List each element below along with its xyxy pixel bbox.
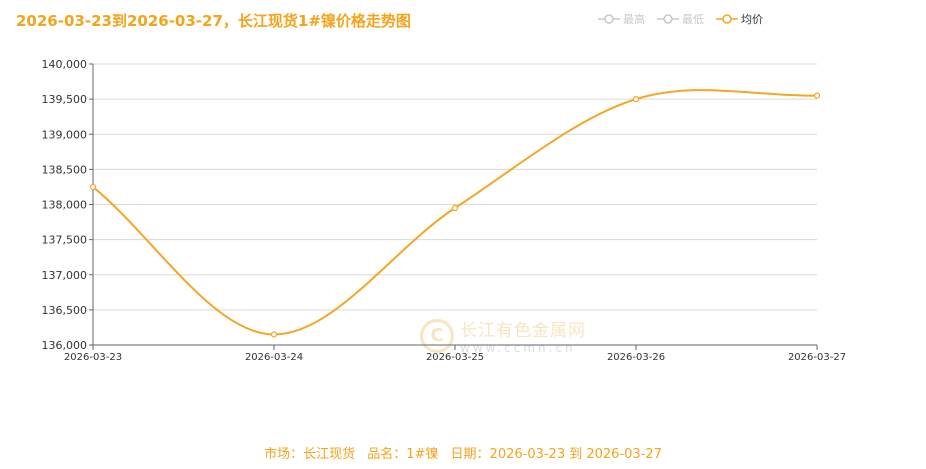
data-point — [813, 92, 821, 99]
footer-product: 品名：1#镍 — [367, 447, 439, 462]
footer-market: 市场：长江现货 — [264, 447, 356, 462]
legend-item-low[interactable]: 最低 — [657, 11, 704, 27]
y-tick-label: 137,500 — [42, 234, 88, 247]
x-tick-label: 2026-03-27 — [788, 352, 846, 363]
y-tick-label: 136,000 — [42, 339, 88, 352]
y-tick-label: 138,000 — [42, 199, 88, 212]
x-tick-label: 2026-03-26 — [607, 352, 665, 363]
y-tick-label: 137,000 — [42, 269, 88, 282]
data-point — [451, 204, 459, 212]
y-tick-label: 139,000 — [42, 128, 88, 141]
legend-item-high[interactable]: 最高 — [598, 11, 645, 27]
legend-line-icon — [657, 14, 679, 24]
legend-label-low: 最低 — [682, 13, 704, 26]
legend-label-high: 最高 — [623, 13, 645, 26]
footer-date: 日期：2026-03-23 到 2026-03-27 — [450, 447, 662, 462]
legend: 最高 最低 均价 — [598, 11, 763, 27]
chart-title: 2026-03-23到2026-03-27，长江现货1#镍价格走势图 — [16, 12, 411, 30]
data-point — [89, 183, 97, 191]
footer: 市场：长江现货 品名：1#镍 日期：2026-03-23 到 2026-03-2… — [0, 443, 926, 462]
y-tick-label: 138,500 — [42, 163, 88, 176]
x-tick-label: 2026-03-24 — [245, 352, 303, 363]
legend-item-avg[interactable]: 均价 — [716, 11, 763, 27]
data-point — [270, 331, 278, 338]
data-point — [632, 96, 640, 103]
y-tick-label: 140,000 — [42, 58, 88, 71]
y-tick-label: 139,500 — [42, 93, 88, 106]
x-tick-label: 2026-03-23 — [64, 352, 122, 363]
legend-line-icon — [716, 14, 738, 24]
series-line — [92, 89, 818, 336]
legend-line-icon — [598, 14, 620, 24]
legend-label-avg: 均价 — [741, 13, 763, 26]
y-tick-label: 136,500 — [42, 304, 88, 317]
x-tick-label: 2026-03-25 — [426, 352, 484, 363]
